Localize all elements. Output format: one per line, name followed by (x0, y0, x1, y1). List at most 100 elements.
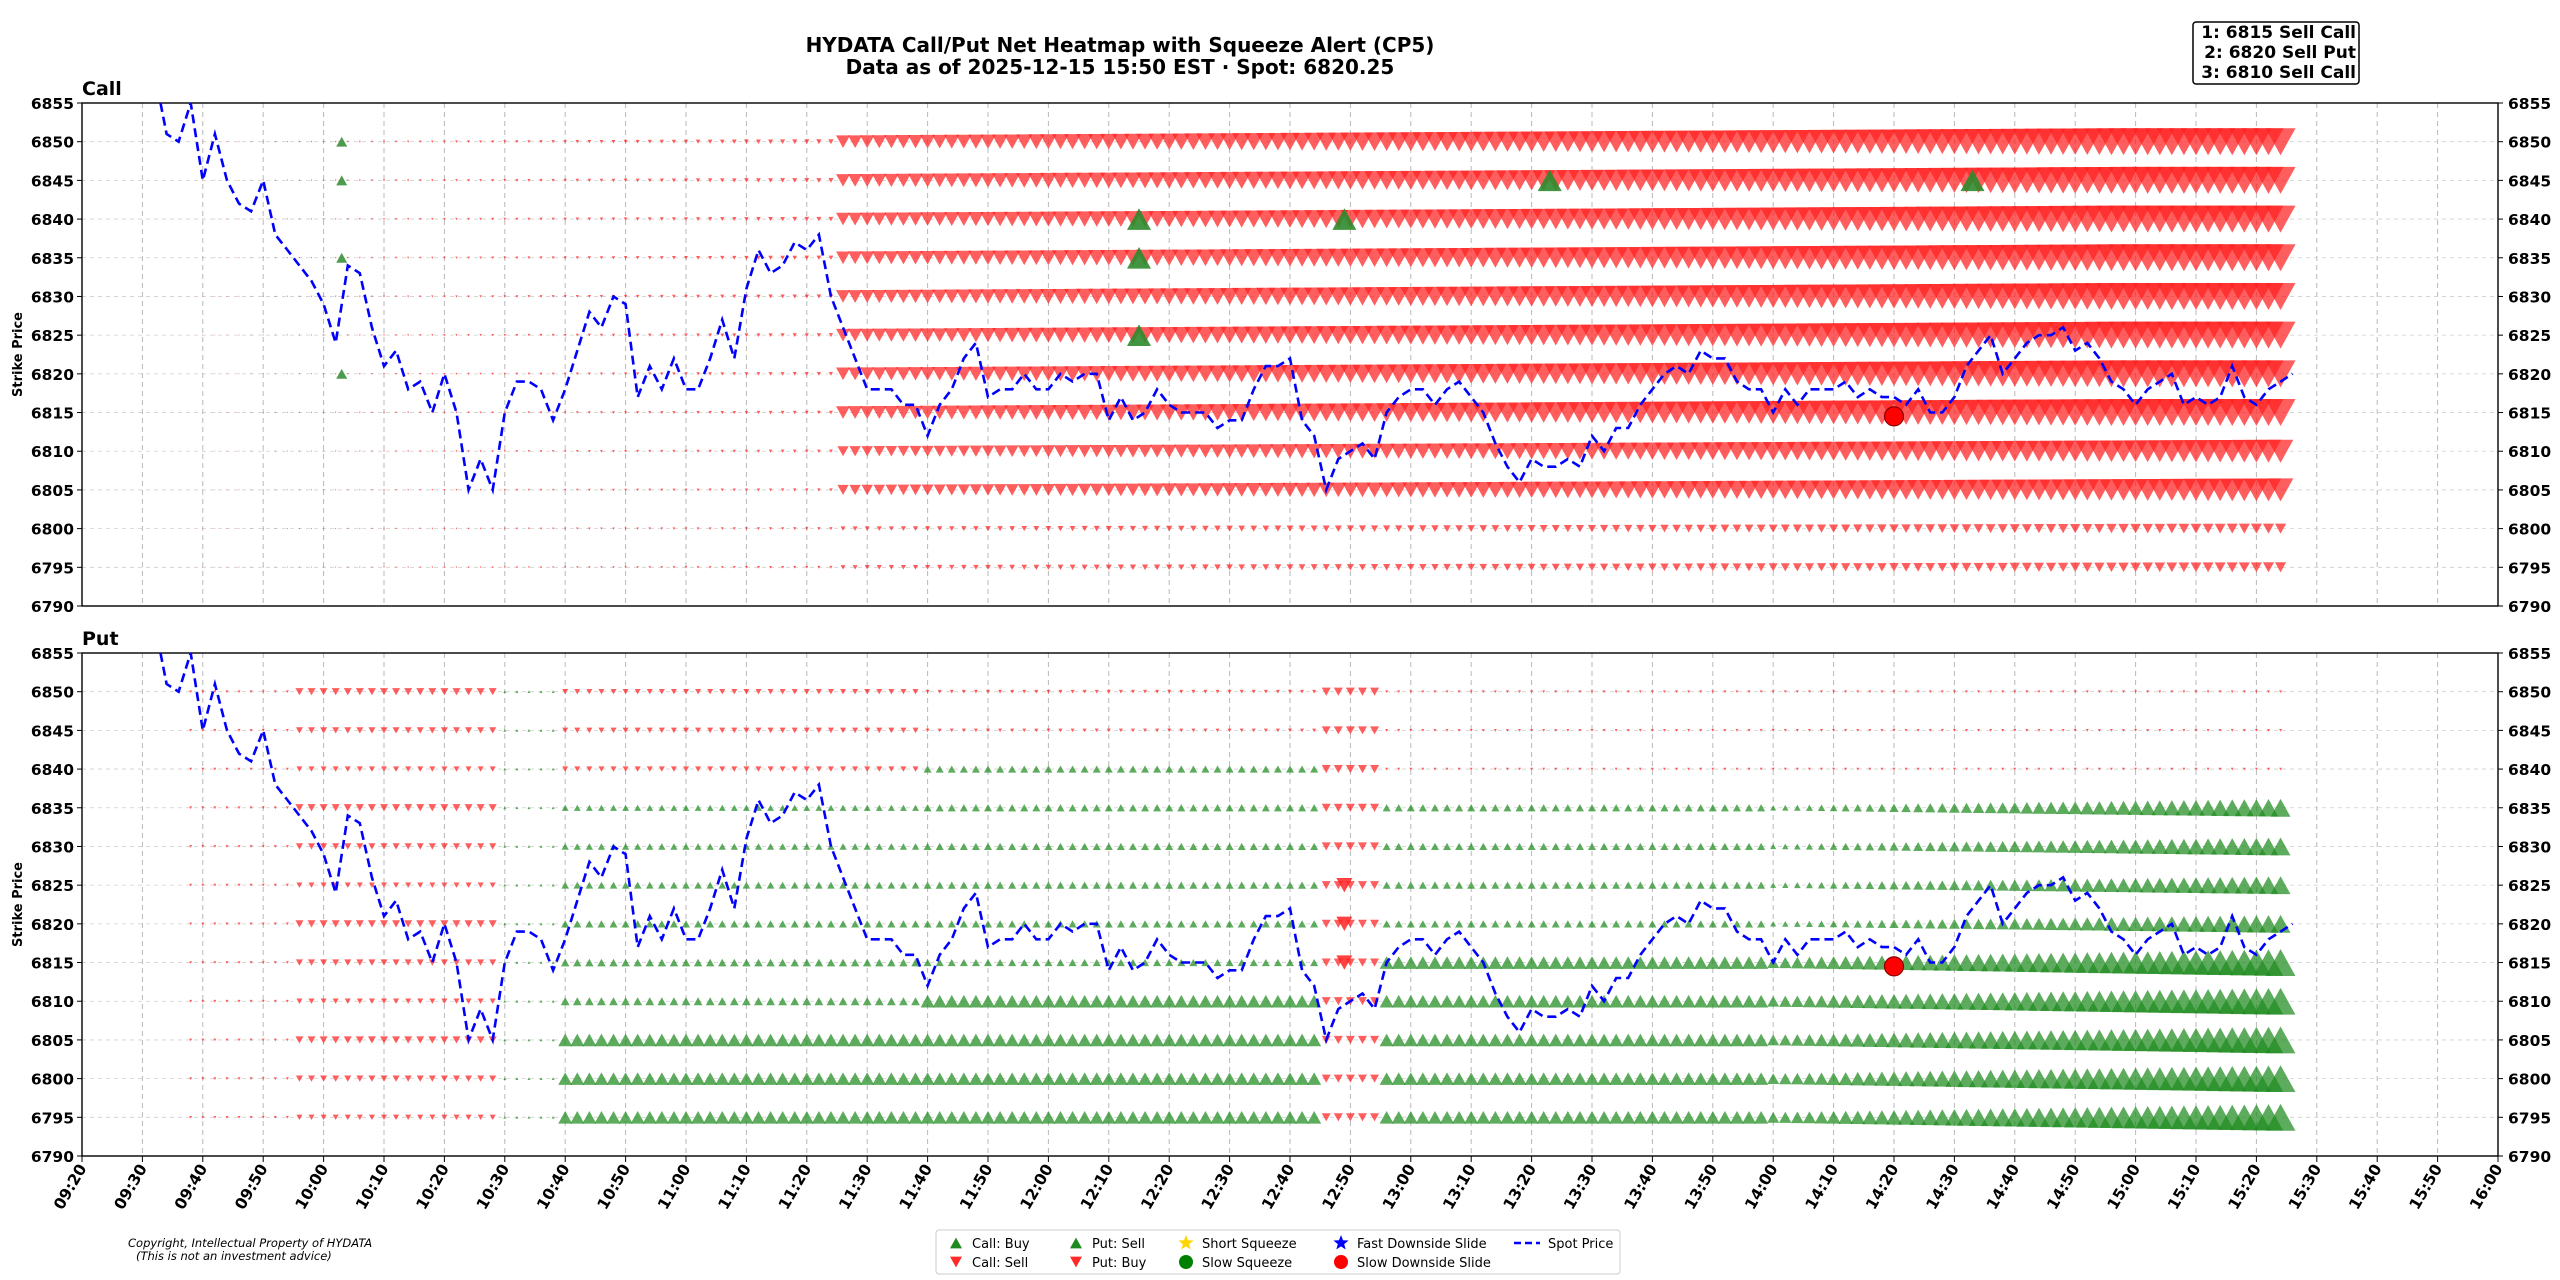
buy-marker (1515, 804, 1524, 812)
buy-marker (1957, 1031, 1976, 1049)
sell-marker (574, 727, 581, 734)
buy-marker (1657, 1111, 1672, 1124)
sell-marker (1058, 689, 1063, 694)
buy-marker (1141, 765, 1150, 773)
buy-marker (1246, 994, 1261, 1008)
sell-marker (2226, 523, 2238, 534)
sell-marker (551, 178, 555, 182)
sell-marker (367, 1036, 376, 1044)
x-tick-label: 10:20 (413, 1161, 453, 1213)
sell-marker (670, 688, 677, 695)
sell-marker (214, 218, 216, 220)
sell-marker (1397, 690, 1401, 694)
buy-marker (561, 843, 569, 850)
buy-marker (1101, 1072, 1116, 1085)
sell-marker (1925, 562, 1936, 572)
sell-marker (805, 527, 809, 531)
sell-marker (1215, 728, 1220, 733)
buy-marker (875, 843, 883, 850)
buy-marker (814, 997, 824, 1006)
sell-marker (1345, 1113, 1355, 1122)
sell-marker (622, 727, 629, 734)
sell-marker (455, 217, 458, 221)
buy-marker (1310, 804, 1319, 812)
buy-marker (1128, 881, 1137, 889)
sell-marker (334, 411, 337, 414)
sell-marker (1383, 564, 1391, 571)
buy-marker (875, 958, 884, 967)
buy-marker (2199, 799, 2218, 816)
x-tick-label: 13:40 (1621, 1161, 1661, 1213)
sell-marker (816, 294, 822, 299)
sell-marker (431, 450, 434, 453)
sell-marker (684, 256, 688, 260)
sell-marker (262, 373, 264, 375)
sell-marker (201, 729, 205, 732)
sell-marker (1088, 172, 1106, 189)
sell-marker (1312, 728, 1317, 733)
sell-marker (684, 527, 688, 530)
buy-marker (1379, 1111, 1394, 1124)
sell-marker (827, 688, 834, 695)
buy-marker (984, 920, 992, 928)
buy-marker (1862, 955, 1878, 970)
sell-marker (1234, 483, 1250, 497)
sell-marker (452, 1075, 460, 1082)
sell-marker (1033, 526, 1040, 532)
buy-marker (1053, 1072, 1068, 1085)
buy-marker (1008, 881, 1017, 889)
sell-marker (1148, 249, 1167, 266)
buy-marker (1551, 881, 1560, 889)
buy-marker (1491, 881, 1500, 889)
sell-marker (527, 527, 531, 530)
sell-marker (852, 565, 858, 570)
buy-marker (1210, 994, 1225, 1008)
sell-marker (1270, 444, 1286, 459)
sell-marker (563, 488, 567, 492)
legend-marker (950, 1237, 962, 1249)
buy-marker (1933, 1109, 1952, 1126)
sell-marker (286, 566, 289, 568)
sell-marker (262, 450, 264, 452)
sell-marker (1554, 690, 1558, 694)
sell-marker (249, 1115, 253, 1119)
sell-marker (539, 333, 543, 337)
sell-marker (1232, 171, 1252, 189)
sell-marker (2073, 729, 2077, 732)
sell-marker (658, 688, 665, 695)
sell-marker (2266, 767, 2270, 771)
buy-marker (1865, 881, 1875, 890)
sell-marker (1064, 288, 1081, 305)
sell-marker (1720, 563, 1730, 572)
sell-marker (515, 372, 519, 376)
sell-marker (274, 141, 277, 143)
sell-marker (261, 1077, 265, 1080)
buy-marker (1937, 919, 1948, 929)
sell-marker (708, 488, 712, 492)
sell-marker (804, 410, 809, 415)
buy-marker (1032, 842, 1041, 851)
sell-marker (1141, 564, 1149, 571)
buy-marker (1068, 881, 1077, 889)
buy-marker (1153, 881, 1162, 889)
sell-marker (1358, 525, 1367, 532)
buy-marker (1536, 994, 1551, 1008)
sell-marker (872, 212, 887, 226)
sell-marker (1077, 483, 1092, 497)
buy-marker (1189, 804, 1198, 812)
sell-marker (1346, 564, 1354, 571)
sell-marker (1522, 481, 1541, 499)
sell-marker (1172, 365, 1191, 383)
sell-marker (370, 295, 373, 298)
buy-marker (1391, 994, 1406, 1008)
sell-marker (214, 295, 216, 297)
sell-marker (623, 139, 628, 144)
sell-marker (1744, 563, 1754, 572)
sell-marker (273, 883, 277, 887)
sell-marker (1481, 729, 1485, 732)
sell-marker (1901, 524, 1911, 533)
buy-marker (1853, 804, 1862, 812)
buy-marker (911, 997, 920, 1006)
sell-marker (467, 450, 470, 453)
